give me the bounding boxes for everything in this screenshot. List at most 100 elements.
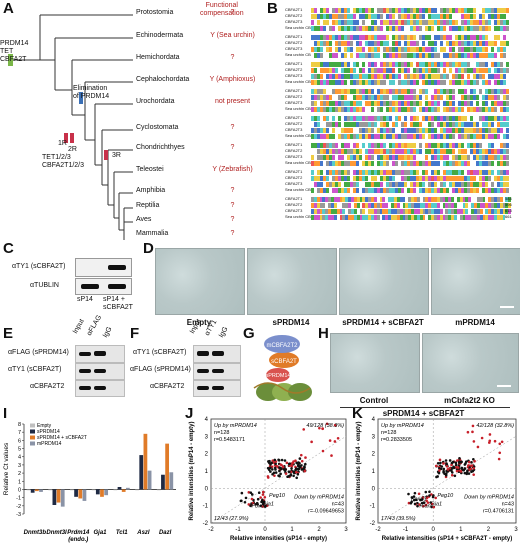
scatter-point — [439, 467, 443, 471]
alignment-row-label: Sea urchin CBFA2T — [285, 160, 321, 165]
gene-label: Gja1 — [262, 502, 274, 508]
blot-e-ty1 — [75, 363, 125, 380]
scatter-point — [247, 503, 251, 506]
scatter-point — [295, 467, 299, 471]
taxon-name: Hemichordata — [136, 54, 180, 61]
legend-swatch — [30, 435, 35, 440]
scatter-point — [271, 472, 274, 476]
taxon-name: Chondrichthyes — [136, 144, 185, 151]
y-axis-label: Relative intensities (mP14 - empty) — [356, 421, 362, 520]
x-tick-label: 3 — [514, 527, 518, 533]
scatter-point — [451, 460, 455, 464]
bar — [121, 489, 126, 492]
scatter-point — [250, 497, 254, 501]
alignment-row — [311, 20, 511, 25]
scatter-point — [444, 472, 448, 475]
y-tick-label: 2 — [205, 452, 209, 458]
label-mcbfa2t2: mCBFA2T2 — [266, 343, 298, 349]
alignment-row — [311, 197, 512, 202]
up-annotation: n=128 — [381, 430, 396, 436]
bar — [117, 487, 122, 490]
scatter-point — [488, 439, 492, 443]
bar — [56, 489, 61, 503]
blot-e-cbfa2t2 — [75, 380, 125, 397]
micrograph-empty — [155, 248, 245, 315]
scatter-point — [249, 504, 252, 508]
x-tick-label: 2 — [317, 527, 321, 533]
alignment-row-label: CBFA2T1 — [285, 142, 303, 147]
micrograph-sprdm14 — [247, 248, 337, 315]
alignment-row — [311, 122, 511, 127]
alignment-row — [311, 80, 511, 85]
alignment-row-label: CBFA2T3 — [285, 154, 303, 159]
scatter-point — [442, 462, 445, 465]
scatter-point — [281, 465, 285, 469]
scatter-point — [279, 472, 282, 476]
scatter-point — [407, 492, 410, 496]
scatter-point — [476, 445, 480, 449]
scatter-point — [467, 472, 471, 475]
taxon-name: Teleostei — [136, 166, 164, 173]
blot-c-tubulin — [75, 278, 132, 295]
scatter-point — [310, 440, 313, 444]
scatter-point — [498, 451, 502, 455]
x-tick-label: 0 — [263, 527, 267, 533]
alignment-row — [311, 47, 511, 52]
scatter-point — [493, 439, 497, 443]
scatter-point — [265, 504, 269, 507]
taxon-compensation: ? — [230, 187, 235, 194]
down-annotation: n=43 — [332, 502, 344, 508]
panel-label-g: G — [243, 325, 255, 342]
scatter-point — [428, 494, 431, 497]
scatter-point — [412, 495, 416, 498]
y-tick-label: 0 — [372, 486, 376, 492]
taxon-compensation: Y (Zebrafish) — [212, 166, 253, 173]
alignment-row — [311, 215, 512, 220]
legend-label: mPRDM14 — [37, 441, 62, 447]
scatter-point — [278, 474, 281, 478]
x-tick-label: 3 — [344, 527, 348, 533]
scatter-point — [304, 456, 307, 459]
scatter-point — [267, 460, 270, 463]
up-annotation: Up by mPRDM14 — [381, 423, 424, 429]
scatter-point — [488, 433, 492, 436]
scatter-point — [261, 505, 265, 508]
scatter-point — [428, 490, 431, 494]
alignment-row-label: CBFA2T2 — [285, 94, 303, 99]
micrograph-mprdm14 — [431, 248, 520, 315]
panel-label-f: F — [130, 325, 140, 342]
scatter-point — [470, 461, 473, 464]
scatter-point — [466, 430, 470, 434]
bar — [91, 489, 96, 491]
alignment-row — [311, 53, 511, 58]
taxon-name: Urochordata — [136, 98, 175, 105]
row-e-cbfa2t2: αCBFA2T2 — [30, 383, 65, 390]
y-tick-label: 5 — [18, 447, 21, 453]
category-label: (endo.) — [68, 537, 88, 543]
scatter-point — [412, 498, 416, 502]
scatter-point — [297, 463, 300, 467]
y-tick-label: -1 — [370, 504, 376, 510]
alignment-row-label: CBFA2T2 — [285, 175, 303, 180]
up-ratio: 49/128 (38.3%) — [306, 423, 344, 429]
bar — [82, 489, 87, 501]
alignment-row — [311, 188, 511, 193]
scatter-point — [469, 467, 473, 471]
alignment-row-label: CBFA2T2 — [285, 67, 303, 72]
scatter-point — [444, 459, 448, 462]
scatter-point — [273, 474, 276, 477]
taxon-compensation: ? — [230, 216, 235, 223]
scatter-point — [300, 459, 304, 463]
scatter-point — [432, 505, 436, 509]
alignment-end-number: 613 — [505, 208, 512, 213]
scatter-point — [287, 462, 291, 466]
alignment-row — [311, 128, 511, 133]
alignment-row — [311, 155, 511, 160]
blot-f-ty1 — [193, 345, 241, 363]
alignment-row — [311, 8, 511, 13]
scatter-point — [460, 460, 463, 464]
panel-label-j: J — [185, 405, 194, 422]
scatter-point — [454, 463, 458, 467]
scatter-point — [302, 467, 306, 471]
scatter-point — [284, 472, 288, 475]
